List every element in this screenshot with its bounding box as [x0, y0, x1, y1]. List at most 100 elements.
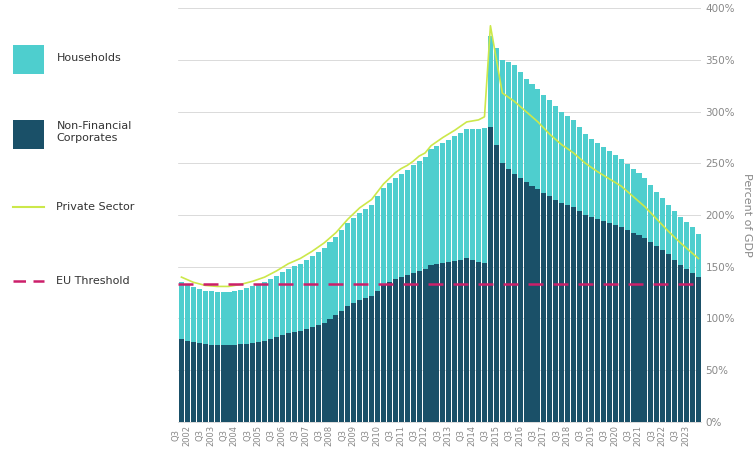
Bar [649, 185, 653, 242]
Bar [601, 147, 606, 221]
Bar [280, 272, 285, 335]
Bar [250, 343, 256, 422]
Bar [464, 258, 469, 422]
Bar [339, 230, 345, 311]
Bar [577, 127, 582, 211]
Bar [672, 211, 677, 260]
Bar [547, 197, 553, 422]
Bar [524, 182, 528, 422]
Bar [315, 252, 321, 325]
Bar [595, 219, 600, 422]
Bar [238, 344, 243, 422]
Bar [631, 233, 636, 422]
Bar [244, 288, 249, 344]
Text: Private Sector: Private Sector [57, 202, 135, 212]
Bar [321, 248, 327, 323]
Bar [429, 265, 433, 422]
Bar [589, 139, 594, 217]
Bar [292, 332, 297, 422]
Bar [446, 261, 451, 422]
Bar [482, 128, 487, 263]
Bar [618, 159, 624, 227]
Bar [565, 116, 570, 205]
Bar [690, 227, 695, 273]
Bar [547, 100, 553, 197]
Bar [577, 211, 582, 422]
Bar [583, 215, 588, 422]
Bar [518, 178, 522, 422]
Bar [203, 344, 208, 422]
Bar [393, 279, 398, 422]
Bar [607, 151, 612, 223]
Bar [565, 205, 570, 422]
Bar [506, 63, 511, 168]
Bar [411, 166, 416, 273]
Bar [333, 237, 339, 315]
Bar [506, 168, 511, 422]
Bar [321, 323, 327, 422]
Bar [488, 127, 493, 422]
Bar [458, 133, 463, 260]
Bar [417, 271, 422, 422]
Bar [327, 243, 333, 319]
Bar [529, 185, 534, 422]
Bar [244, 344, 249, 422]
Bar [678, 265, 683, 422]
Bar [553, 199, 559, 422]
Bar [411, 273, 416, 422]
Bar [268, 279, 273, 339]
Bar [524, 78, 528, 182]
Bar [352, 218, 356, 303]
Bar [470, 260, 475, 422]
Bar [541, 94, 547, 193]
Bar [333, 315, 339, 422]
Bar [357, 213, 362, 300]
Bar [304, 329, 308, 422]
Bar [649, 242, 653, 422]
Bar [476, 261, 481, 422]
Bar [215, 292, 219, 346]
Bar [310, 327, 314, 422]
Bar [643, 238, 647, 422]
Bar [262, 282, 267, 341]
Bar [345, 223, 350, 306]
Bar [660, 250, 665, 422]
Bar [678, 217, 683, 265]
Text: Households: Households [57, 53, 121, 63]
Bar [637, 173, 642, 235]
Bar [494, 48, 499, 145]
Bar [387, 183, 392, 282]
Bar [435, 264, 439, 422]
Bar [631, 168, 636, 233]
Bar [643, 178, 647, 238]
Bar [482, 263, 487, 422]
Bar [684, 269, 689, 422]
Bar [221, 346, 225, 422]
Bar [197, 289, 202, 343]
Bar [696, 277, 701, 422]
Bar [357, 300, 362, 422]
Bar [227, 292, 231, 346]
Bar [666, 205, 671, 254]
Bar [298, 331, 303, 422]
Bar [512, 174, 516, 422]
Bar [417, 161, 422, 271]
Bar [238, 289, 243, 344]
Bar [310, 256, 314, 327]
Bar [179, 282, 184, 339]
Bar [387, 282, 392, 422]
Bar [292, 266, 297, 332]
Bar [375, 197, 380, 291]
Bar [624, 164, 630, 230]
Bar [404, 170, 410, 275]
Bar [494, 145, 499, 422]
Bar [345, 306, 350, 422]
Bar [440, 143, 445, 263]
Bar [512, 65, 516, 174]
Bar [684, 222, 689, 269]
Bar [696, 234, 701, 277]
Bar [393, 178, 398, 279]
Bar [666, 254, 671, 422]
Bar [690, 273, 695, 422]
Bar [209, 345, 214, 422]
